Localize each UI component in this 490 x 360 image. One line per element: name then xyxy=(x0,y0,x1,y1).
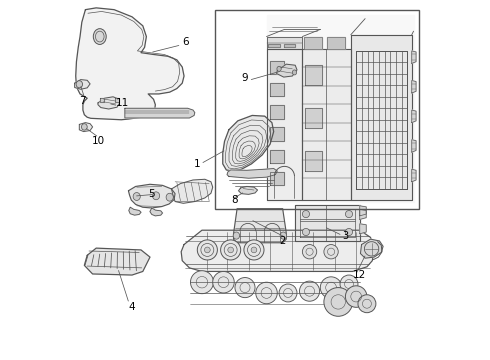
Ellipse shape xyxy=(293,70,296,75)
Text: 8: 8 xyxy=(231,195,238,205)
Ellipse shape xyxy=(93,29,106,44)
Polygon shape xyxy=(270,172,284,185)
Ellipse shape xyxy=(152,192,160,200)
Polygon shape xyxy=(128,184,175,208)
Ellipse shape xyxy=(166,193,173,201)
Polygon shape xyxy=(267,37,302,49)
Polygon shape xyxy=(412,81,416,93)
Polygon shape xyxy=(270,127,284,141)
Polygon shape xyxy=(360,206,366,216)
Polygon shape xyxy=(327,37,345,49)
Ellipse shape xyxy=(220,240,241,260)
Polygon shape xyxy=(305,65,322,85)
Ellipse shape xyxy=(345,286,367,307)
Ellipse shape xyxy=(358,295,376,313)
Text: 11: 11 xyxy=(115,98,128,108)
Polygon shape xyxy=(276,64,297,77)
Ellipse shape xyxy=(324,244,338,259)
Polygon shape xyxy=(304,37,322,49)
Ellipse shape xyxy=(320,277,342,298)
Ellipse shape xyxy=(340,275,358,293)
Polygon shape xyxy=(223,116,274,171)
Polygon shape xyxy=(284,44,295,47)
Polygon shape xyxy=(239,186,258,194)
Polygon shape xyxy=(234,209,286,243)
Ellipse shape xyxy=(228,247,234,253)
Text: 6: 6 xyxy=(182,37,189,47)
Polygon shape xyxy=(269,44,280,47)
Polygon shape xyxy=(270,105,284,119)
Polygon shape xyxy=(270,149,284,163)
Ellipse shape xyxy=(76,81,82,88)
Bar xyxy=(215,10,419,209)
Ellipse shape xyxy=(235,278,255,298)
Polygon shape xyxy=(76,8,184,120)
Ellipse shape xyxy=(302,228,310,235)
Polygon shape xyxy=(360,210,366,220)
Text: 1: 1 xyxy=(194,159,200,169)
Polygon shape xyxy=(129,207,141,215)
Polygon shape xyxy=(302,49,351,200)
Text: 12: 12 xyxy=(353,270,367,280)
Ellipse shape xyxy=(280,232,287,239)
Ellipse shape xyxy=(302,244,317,259)
Polygon shape xyxy=(227,168,277,178)
Text: 7: 7 xyxy=(79,96,86,106)
Text: 9: 9 xyxy=(242,73,248,83)
Polygon shape xyxy=(150,208,163,216)
Ellipse shape xyxy=(233,232,240,239)
Polygon shape xyxy=(181,230,374,271)
Polygon shape xyxy=(270,83,284,96)
Ellipse shape xyxy=(345,228,353,235)
Text: 5: 5 xyxy=(147,189,154,199)
Ellipse shape xyxy=(197,240,218,260)
Polygon shape xyxy=(412,51,416,63)
Polygon shape xyxy=(295,205,360,241)
Text: 3: 3 xyxy=(343,231,348,240)
Ellipse shape xyxy=(251,247,257,253)
Polygon shape xyxy=(360,224,366,234)
Ellipse shape xyxy=(279,284,297,302)
Polygon shape xyxy=(115,98,120,102)
Polygon shape xyxy=(98,97,120,109)
Polygon shape xyxy=(125,108,195,118)
Text: 2: 2 xyxy=(279,236,286,246)
Polygon shape xyxy=(412,169,416,182)
Ellipse shape xyxy=(133,193,140,201)
Polygon shape xyxy=(74,80,90,89)
Polygon shape xyxy=(172,179,213,203)
Text: 10: 10 xyxy=(92,136,104,145)
Polygon shape xyxy=(361,239,383,258)
Polygon shape xyxy=(84,248,150,275)
Polygon shape xyxy=(351,35,412,200)
Ellipse shape xyxy=(213,271,234,293)
Polygon shape xyxy=(305,108,322,128)
Ellipse shape xyxy=(191,271,214,294)
Polygon shape xyxy=(267,49,302,200)
Ellipse shape xyxy=(204,247,210,253)
Polygon shape xyxy=(412,110,416,123)
Polygon shape xyxy=(270,60,284,74)
Polygon shape xyxy=(305,151,322,171)
Ellipse shape xyxy=(81,124,87,130)
Ellipse shape xyxy=(244,240,264,260)
Ellipse shape xyxy=(256,282,277,304)
Polygon shape xyxy=(412,140,416,152)
Ellipse shape xyxy=(277,66,281,71)
Ellipse shape xyxy=(302,211,310,218)
Polygon shape xyxy=(100,98,104,102)
Ellipse shape xyxy=(299,281,319,301)
Ellipse shape xyxy=(324,288,353,316)
Ellipse shape xyxy=(345,211,353,218)
Polygon shape xyxy=(79,123,93,132)
Polygon shape xyxy=(267,15,414,202)
Text: 4: 4 xyxy=(129,302,135,312)
